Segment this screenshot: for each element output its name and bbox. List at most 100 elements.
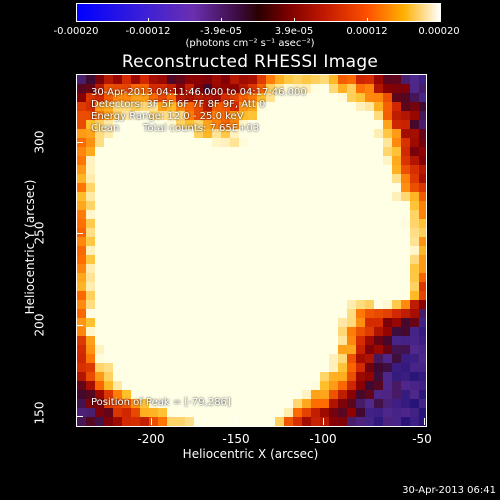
heatmap-cell [149,372,158,381]
heatmap-cell [383,264,392,273]
heatmap-cell [392,120,401,129]
heatmap-cell [284,327,293,336]
heatmap-cell [266,291,275,300]
heatmap-cell [347,264,356,273]
heatmap-cell [311,273,320,282]
heatmap-cell [275,129,284,138]
heatmap-cell [95,111,104,120]
heatmap-cell [158,129,167,138]
heatmap-cell [131,255,140,264]
heatmap-cell [167,156,176,165]
heatmap-cell [374,327,383,336]
heatmap-cell [329,201,338,210]
heatmap-cell [140,399,149,408]
heatmap-cell [347,300,356,309]
heatmap-cell [320,300,329,309]
heatmap-cell [221,174,230,183]
heatmap-cell [365,210,374,219]
heatmap-cell [203,345,212,354]
heatmap-cell [95,120,104,129]
heatmap-cell [77,165,86,174]
heatmap-cell [401,201,410,210]
heatmap-cell [248,201,257,210]
heatmap-cell [374,111,383,120]
heatmap-cell [167,345,176,354]
heatmap-cell [95,246,104,255]
heatmap-cell [167,300,176,309]
heatmap-cell [365,237,374,246]
heatmap-cell [95,138,104,147]
heatmap-cell [284,291,293,300]
heatmap-cell [419,192,426,201]
heatmap-cell [212,381,221,390]
heatmap-cell [356,372,365,381]
heatmap-cell [347,183,356,192]
heatmap-cell [401,84,410,93]
heatmap-cell [284,408,293,417]
heatmap-cell [374,102,383,111]
heatmap-cell [383,75,392,84]
heatmap-cell [356,147,365,156]
heatmap-cell [320,372,329,381]
heatmap-cell [212,318,221,327]
heatmap-cell [140,309,149,318]
heatmap-cell [176,138,185,147]
heatmap-cell [194,201,203,210]
heatmap-cell [302,417,311,426]
heatmap-cell [356,75,365,84]
heatmap-cell [392,408,401,417]
heatmap-cell [419,75,426,84]
heatmap-cell [212,75,221,84]
heatmap-cell [248,255,257,264]
heatmap-cell [230,174,239,183]
heatmap-cell [176,273,185,282]
heatmap-cell [338,417,347,426]
heatmap-cell [401,156,410,165]
heatmap-cell [365,309,374,318]
heatmap-cell [284,345,293,354]
heatmap-cell [356,390,365,399]
heatmap-cell [248,390,257,399]
heatmap-cell [266,93,275,102]
heatmap-cell [257,336,266,345]
heatmap-cell [248,174,257,183]
heatmap-cell [275,273,284,282]
heatmap-cell [104,174,113,183]
heatmap-cell [257,120,266,129]
heatmap-cell [77,336,86,345]
heatmap-cell [401,372,410,381]
heatmap-cell [239,183,248,192]
heatmap-cell [185,273,194,282]
heatmap-cell [320,156,329,165]
heatmap-cell [365,84,374,93]
heatmap-cell [194,129,203,138]
heatmap-cell [86,228,95,237]
heatmap-cell [104,309,113,318]
heatmap-cell [104,93,113,102]
heatmap-cell [113,318,122,327]
heatmap-cell [302,273,311,282]
heatmap-cell [149,237,158,246]
heatmap-cell [401,165,410,174]
heatmap-cell [419,318,426,327]
heatmap-cell [221,219,230,228]
heatmap-cell [239,120,248,129]
heatmap-cell [122,309,131,318]
heatmap-cell [266,165,275,174]
heatmap-cell [140,84,149,93]
heatmap-cell [176,264,185,273]
heatmap-cell [293,102,302,111]
heatmap-cell [230,147,239,156]
heatmap-cell [122,201,131,210]
heatmap-cell [320,408,329,417]
heatmap-cell [320,111,329,120]
heatmap-cell [203,354,212,363]
heatmap-cell [212,300,221,309]
heatmap-cell [113,291,122,300]
heatmap-cell [176,93,185,102]
heatmap-cell [356,228,365,237]
heatmap-cell [302,138,311,147]
heatmap-cell [140,417,149,426]
heatmap-cell [77,192,86,201]
heatmap-cell [302,381,311,390]
